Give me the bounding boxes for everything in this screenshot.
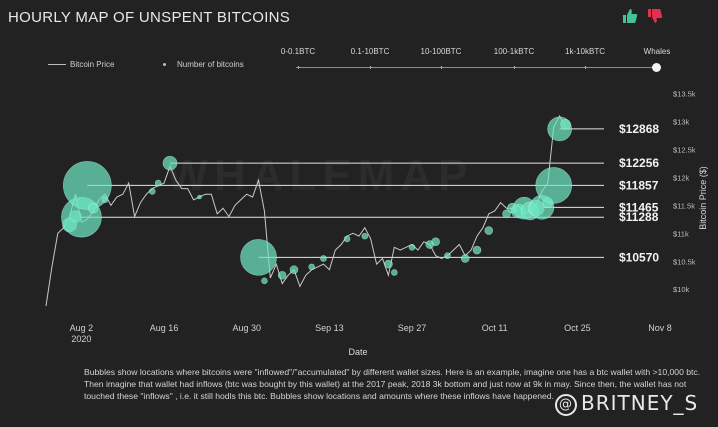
y-tick-label: $11k [673, 229, 689, 238]
x-tick-label: Nov 8 [648, 323, 672, 333]
bubble [154, 179, 162, 187]
thumbs-up-icon[interactable] [622, 8, 638, 24]
slider-tick [370, 66, 371, 69]
author-name: BRITNEY_S [581, 391, 699, 415]
bubble [391, 269, 398, 276]
bubble [460, 254, 470, 263]
author-watermark: @ BRITNEY_S [555, 391, 698, 416]
wallet-size-slider-handle[interactable] [652, 63, 661, 72]
y-tick-label: $13.5k [673, 90, 696, 99]
at-symbol-icon: @ [555, 394, 577, 416]
wallet-size-option[interactable]: 100-1kBTC [493, 47, 535, 56]
wallet-size-option[interactable]: 10-100BTC [420, 47, 462, 56]
x-tick-label: 2020 [71, 334, 91, 344]
wallet-size-option[interactable]: 0.1-10BTC [350, 47, 390, 56]
bubble [289, 265, 299, 274]
bubble [261, 277, 268, 285]
slider-tick [585, 66, 586, 69]
thumbs-down-icon[interactable] [647, 8, 663, 24]
wallet-size-option[interactable]: 1k-10kBTC [564, 47, 606, 56]
bubble [343, 235, 351, 243]
chart-caption: Bubbles show locations where bitcoins we… [84, 367, 701, 401]
bubble [444, 252, 451, 259]
bubble [502, 209, 511, 219]
x-axis-label: Date [348, 347, 367, 357]
bubble [408, 244, 416, 251]
page-title: HOURLY MAP OF UNSPENT BITCOINS [8, 9, 291, 26]
x-tick-label: Sep 27 [398, 323, 427, 333]
bubble [277, 270, 287, 280]
y-tick-label: $10k [673, 285, 690, 294]
x-tick-label: Sep 13 [315, 323, 344, 333]
y-axis-label: Bitcoin Price ($) [698, 166, 708, 230]
bubble [484, 226, 494, 235]
bubble [472, 245, 482, 255]
level-label: $11288 [619, 210, 659, 224]
bubble [431, 237, 440, 247]
x-tick-label: Aug 16 [150, 323, 179, 333]
wallet-size-slider-track[interactable] [296, 67, 658, 68]
y-tick-label: $13k [673, 118, 690, 127]
level-label: $11857 [619, 178, 659, 192]
bubble [308, 263, 315, 271]
level-label: $12256 [619, 156, 659, 170]
bubble [197, 194, 202, 200]
bubble-legend-label: Number of bitcoins [177, 60, 244, 69]
x-tick-label: Oct 11 [482, 323, 508, 333]
bubble [361, 232, 369, 240]
slider-tick [298, 66, 299, 69]
bubble [535, 167, 573, 204]
bubble [63, 161, 112, 210]
level-label: $12868 [619, 122, 659, 136]
y-tick-label: $12k [673, 173, 690, 182]
bubble [560, 119, 571, 130]
wallet-size-option[interactable]: Whales [643, 47, 671, 56]
y-tick-label: $11.5k [673, 201, 695, 210]
bubble [87, 202, 99, 214]
bubble [384, 259, 393, 269]
y-tick-label: $12.5k [673, 145, 696, 154]
slider-tick [441, 66, 442, 69]
y-tick-label: $10.5k [673, 257, 696, 266]
slider-tick [514, 66, 515, 69]
bubble [162, 155, 178, 171]
price-legend-swatch [48, 64, 66, 65]
wallet-size-option[interactable]: 0-0.1BTC [280, 47, 316, 56]
bubble-legend-swatch [163, 63, 166, 66]
bubble [320, 255, 327, 262]
background-watermark: WHALEMAP [166, 151, 473, 200]
x-tick-label: Aug 30 [232, 323, 261, 333]
price-line [45, 114, 566, 307]
bubble [148, 188, 156, 195]
level-label: $10570 [619, 250, 659, 264]
bubble [240, 239, 277, 276]
price-legend-label: Bitcoin Price [70, 60, 115, 69]
x-tick-label: Aug 2 [70, 323, 94, 333]
bubble [101, 196, 109, 204]
x-tick-label: Oct 25 [564, 323, 591, 333]
level-label: $11465 [619, 200, 659, 214]
